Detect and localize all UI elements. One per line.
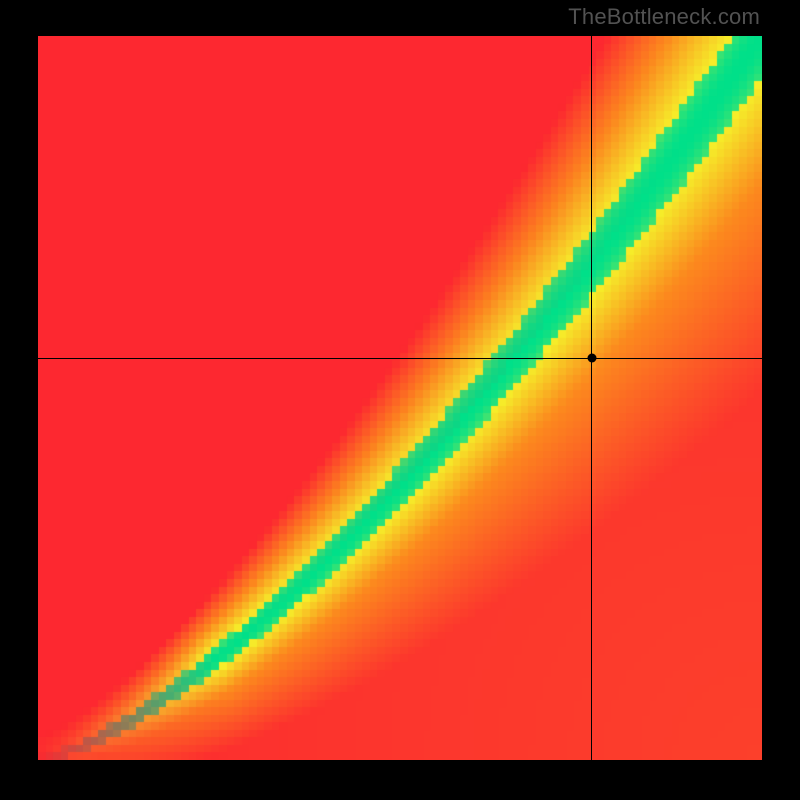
watermark-text: TheBottleneck.com	[568, 4, 760, 30]
heatmap-canvas	[38, 36, 762, 760]
chart-container: TheBottleneck.com	[0, 0, 800, 800]
plot-area	[38, 36, 762, 760]
crosshair-vertical	[591, 36, 592, 760]
crosshair-horizontal	[38, 358, 762, 359]
crosshair-marker-dot	[587, 354, 596, 363]
